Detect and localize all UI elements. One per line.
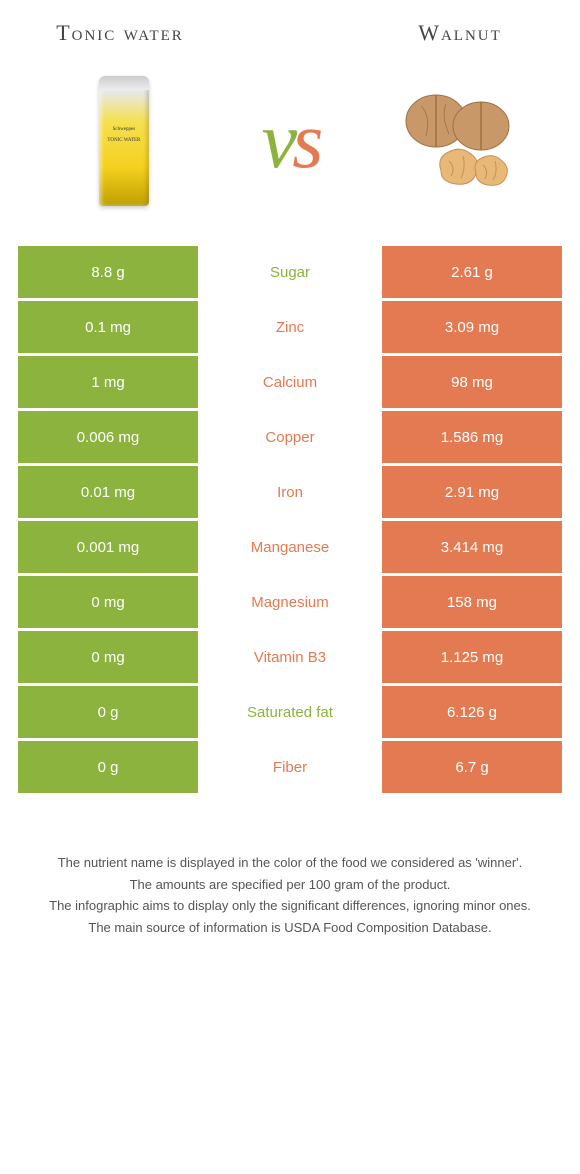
- table-row: 0 gSaturated fat6.126 g: [18, 686, 562, 738]
- footer-line: The main source of information is USDA F…: [30, 918, 550, 938]
- nutrient-label-cell: Saturated fat: [198, 686, 382, 738]
- footer-notes: The nutrient name is displayed in the co…: [30, 853, 550, 937]
- nutrient-label-cell: Vitamin B3: [198, 631, 382, 683]
- left-value-cell: 0 g: [18, 741, 198, 793]
- table-row: 1 mgCalcium98 mg: [18, 356, 562, 408]
- left-value-cell: 0 mg: [18, 576, 198, 628]
- right-value-cell: 3.09 mg: [382, 301, 562, 353]
- nutrient-label-cell: Calcium: [198, 356, 382, 408]
- table-row: 0 mgVitamin B31.125 mg: [18, 631, 562, 683]
- right-value-cell: 2.91 mg: [382, 466, 562, 518]
- nutrient-label-cell: Copper: [198, 411, 382, 463]
- right-value-cell: 2.61 g: [382, 246, 562, 298]
- left-value-cell: 0.006 mg: [18, 411, 198, 463]
- nutrient-label-cell: Zinc: [198, 301, 382, 353]
- left-value-cell: 0.01 mg: [18, 466, 198, 518]
- table-row: 0 mgMagnesium158 mg: [18, 576, 562, 628]
- table-row: 0.1 mgZinc3.09 mg: [18, 301, 562, 353]
- right-value-cell: 1.125 mg: [382, 631, 562, 683]
- left-value-cell: 0 g: [18, 686, 198, 738]
- left-value-cell: 0 mg: [18, 631, 198, 683]
- left-value-cell: 0.001 mg: [18, 521, 198, 573]
- footer-line: The nutrient name is displayed in the co…: [30, 853, 550, 873]
- nutrient-label-cell: Sugar: [198, 246, 382, 298]
- table-row: 0.001 mgManganese3.414 mg: [18, 521, 562, 573]
- right-value-cell: 1.586 mg: [382, 411, 562, 463]
- header: Tonic water Walnut: [0, 0, 580, 56]
- nutrient-label-cell: Manganese: [198, 521, 382, 573]
- table-row: 8.8 gSugar2.61 g: [18, 246, 562, 298]
- right-value-cell: 6.7 g: [382, 741, 562, 793]
- left-food-title: Tonic water: [20, 20, 220, 46]
- nutrient-label-cell: Iron: [198, 466, 382, 518]
- right-food-title: Walnut: [360, 20, 560, 46]
- images-row: SchweppesTONIC WATER vs: [0, 56, 580, 246]
- footer-line: The infographic aims to display only the…: [30, 896, 550, 916]
- walnut-image: [386, 66, 526, 216]
- nutrient-label-cell: Magnesium: [198, 576, 382, 628]
- table-row: 0 gFiber6.7 g: [18, 741, 562, 793]
- comparison-table: 8.8 gSugar2.61 g0.1 mgZinc3.09 mg1 mgCal…: [18, 246, 562, 793]
- left-value-cell: 1 mg: [18, 356, 198, 408]
- nutrient-label-cell: Fiber: [198, 741, 382, 793]
- right-value-cell: 6.126 g: [382, 686, 562, 738]
- right-value-cell: 3.414 mg: [382, 521, 562, 573]
- left-value-cell: 8.8 g: [18, 246, 198, 298]
- tonic-water-image: SchweppesTONIC WATER: [54, 66, 194, 216]
- table-row: 0.006 mgCopper1.586 mg: [18, 411, 562, 463]
- table-row: 0.01 mgIron2.91 mg: [18, 466, 562, 518]
- left-value-cell: 0.1 mg: [18, 301, 198, 353]
- right-value-cell: 98 mg: [382, 356, 562, 408]
- footer-line: The amounts are specified per 100 gram o…: [30, 875, 550, 895]
- right-value-cell: 158 mg: [382, 576, 562, 628]
- vs-label: vs: [262, 96, 319, 187]
